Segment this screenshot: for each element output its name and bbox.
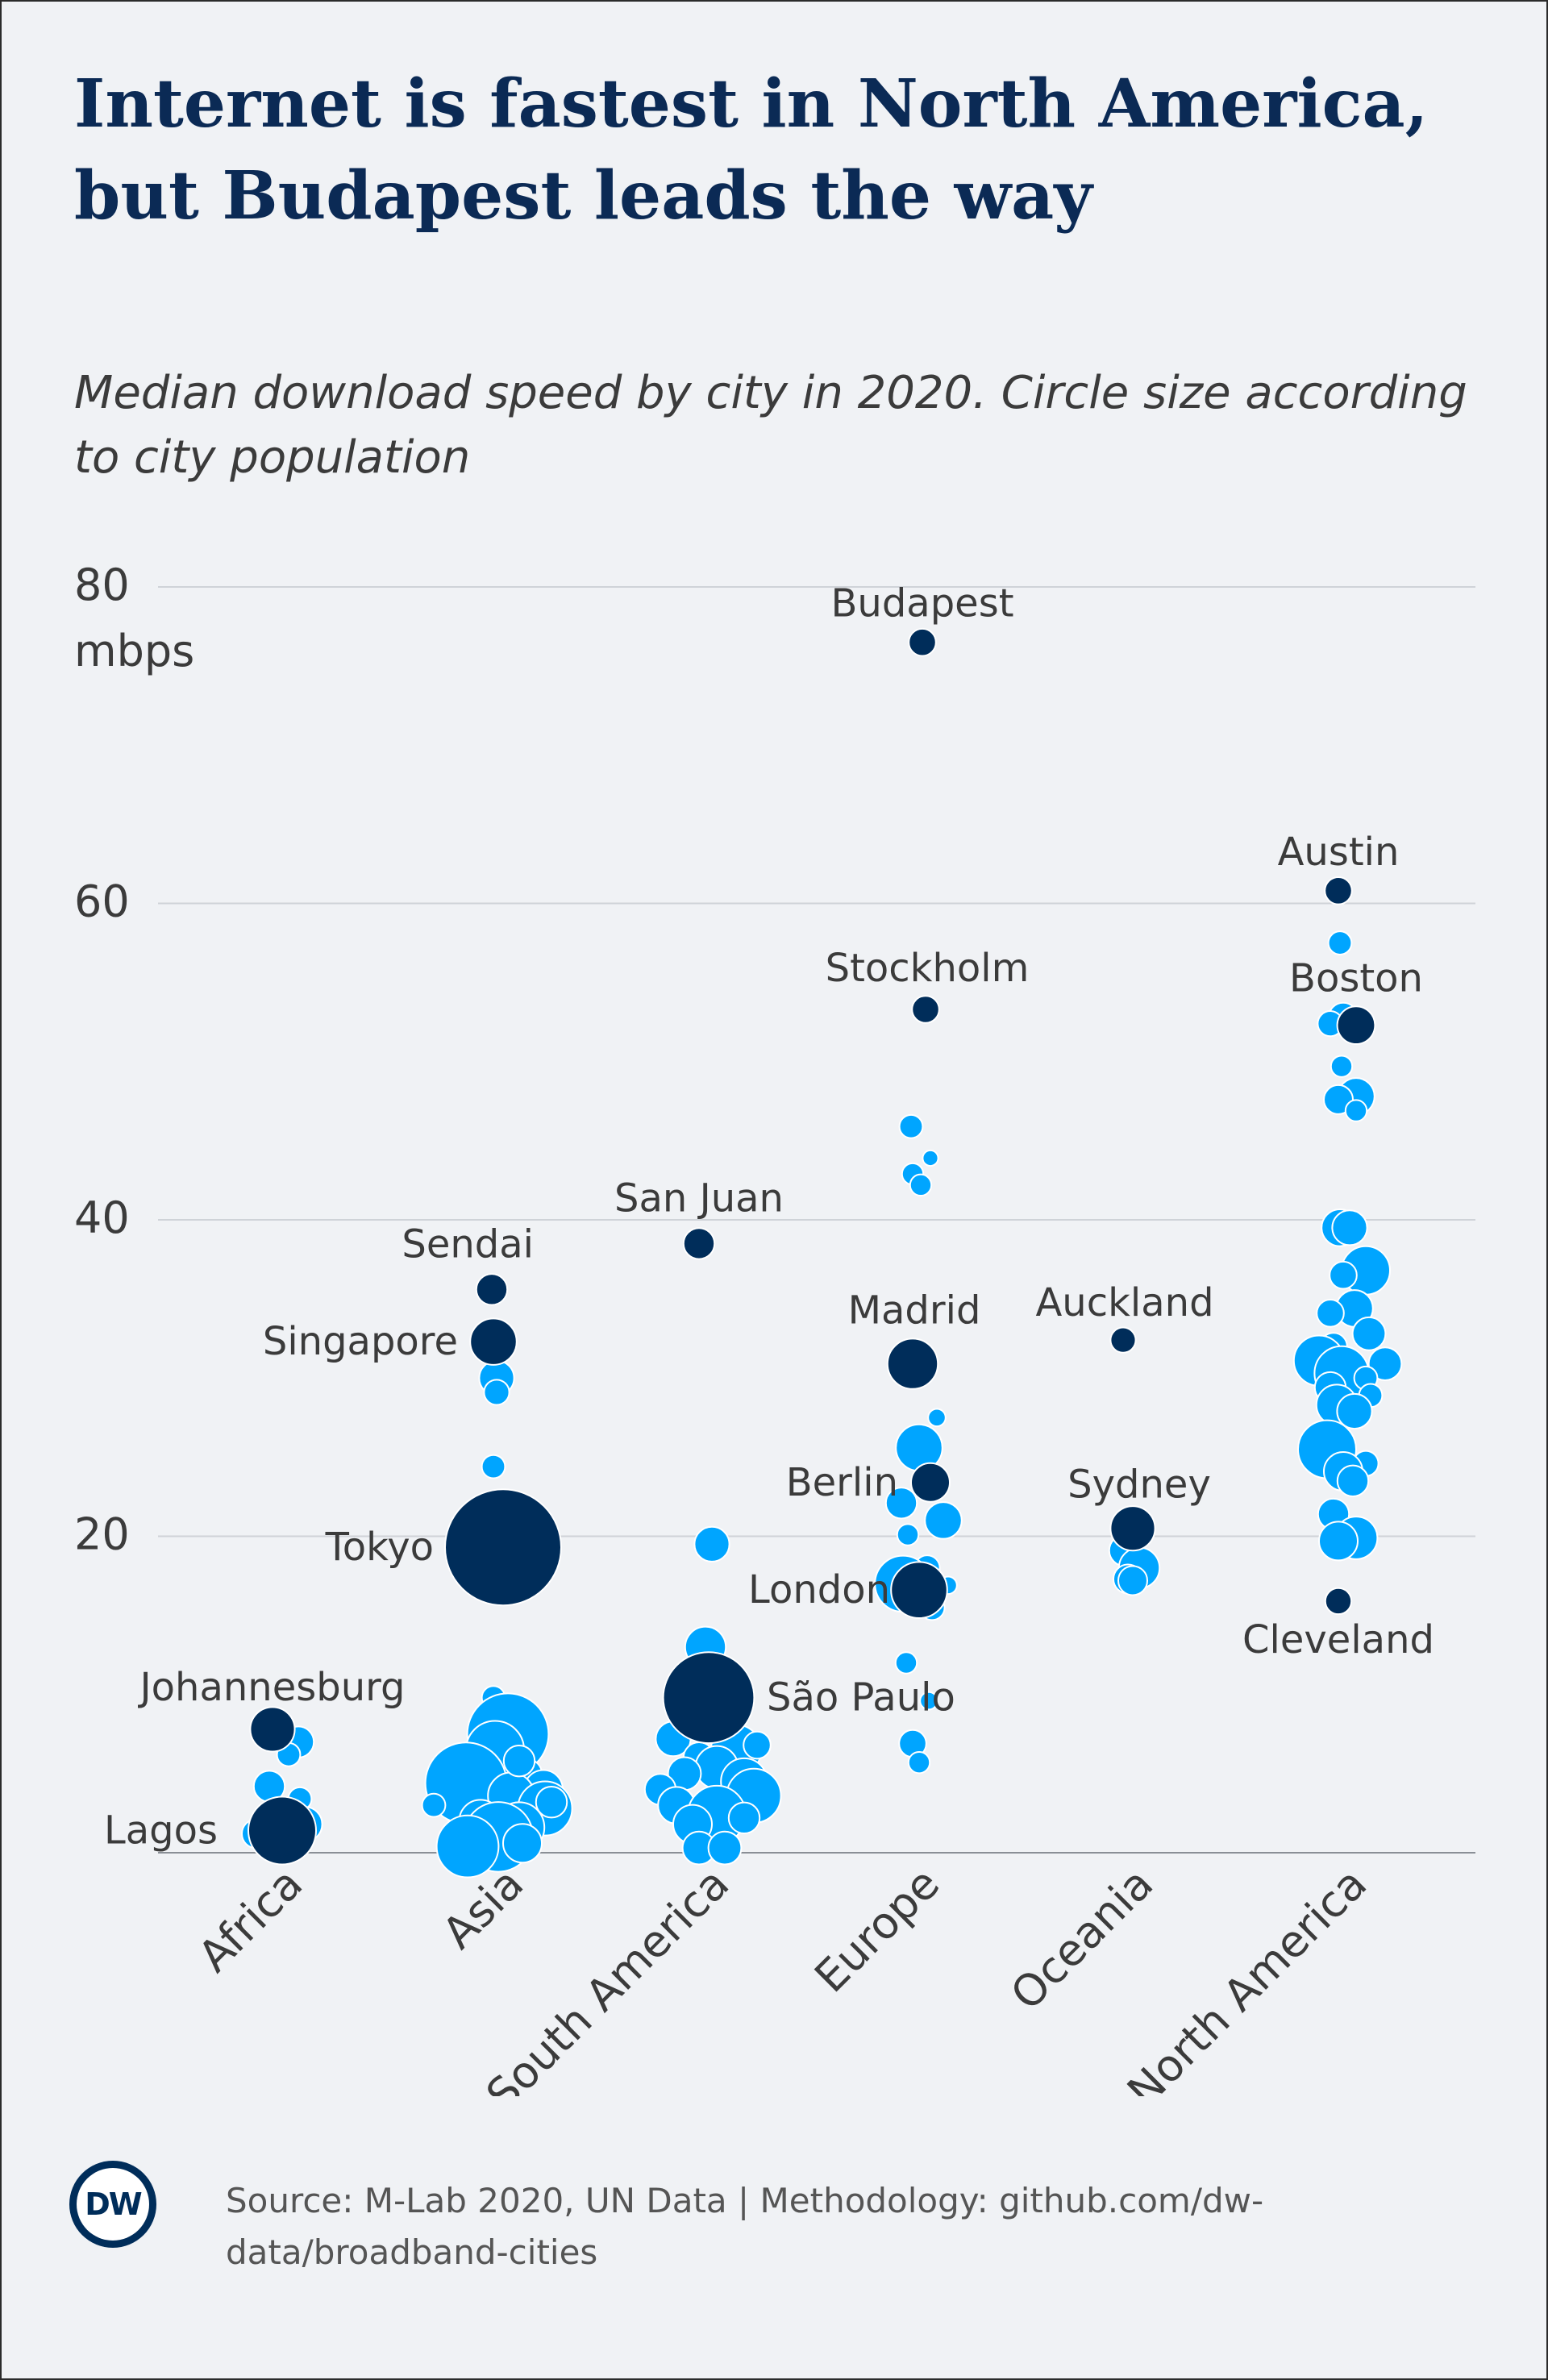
category-label-europe: Europe	[805, 1858, 949, 2003]
label-madrid: Madrid	[848, 1288, 981, 1334]
point-sydney	[1109, 1505, 1156, 1552]
city-labels: Budapest Austin Boston Stockholm San Juan Sen…	[104, 581, 1434, 1854]
point-lagos	[248, 1795, 317, 1866]
point-europe-1	[922, 1149, 939, 1167]
point-budapest	[908, 627, 937, 657]
point-asia-12	[421, 1792, 447, 1818]
point-north-america-26	[1336, 1464, 1370, 1498]
point-europe-16	[907, 1750, 931, 1775]
point-north-america-13	[1351, 1316, 1387, 1351]
point-johannesburg	[249, 1706, 296, 1753]
label-sao-paulo: São Paulo	[767, 1675, 955, 1721]
other-city-points	[241, 930, 1403, 1879]
label-singapore: Singapore	[263, 1319, 458, 1364]
label-austin: Austin	[1278, 830, 1400, 875]
point-europe-13	[894, 1651, 918, 1675]
point-tokyo	[444, 1488, 562, 1607]
point-north-america-6	[1344, 1099, 1368, 1122]
y-unit-label: mbps	[74, 626, 194, 676]
point-stockholm	[911, 995, 940, 1024]
point-auckland	[1109, 1326, 1137, 1354]
point-asia-2	[481, 1454, 506, 1479]
chart-title: Internet is fastest in North America, bu…	[74, 65, 1429, 235]
labeled-city-points	[248, 627, 1376, 1866]
logo-text: DW	[85, 2187, 142, 2222]
point-south-america-0	[693, 1525, 730, 1562]
point-south-america-17	[743, 1730, 772, 1760]
point-europe-3	[909, 1173, 933, 1197]
point-asia-16	[502, 1823, 543, 1864]
point-north-america-0	[1327, 930, 1353, 955]
label-sydney: Sydney	[1067, 1463, 1211, 1508]
point-asia-1	[483, 1379, 510, 1406]
label-budapest: Budapest	[830, 581, 1013, 626]
point-north-america-3	[1330, 1055, 1354, 1078]
point-north-america-22	[1336, 1392, 1373, 1430]
point-sao-paulo	[662, 1651, 755, 1745]
label-tokyo: Tokyo	[325, 1525, 434, 1570]
point-berlin	[910, 1462, 951, 1503]
point-north-america-16	[1367, 1346, 1403, 1381]
point-cleveland	[1324, 1587, 1353, 1616]
label-auckland: Auckland	[1035, 1280, 1213, 1325]
label-johannesburg: Johannesburg	[138, 1665, 406, 1710]
label-london: London	[748, 1567, 890, 1612]
y-axis: 20 40 60 80 mbps	[74, 560, 194, 1560]
label-san-juan: San Juan	[614, 1175, 784, 1221]
dw-logo: DW	[69, 2161, 156, 2248]
label-stockholm: Stockholm	[826, 946, 1030, 991]
point-north-america-8	[1331, 1209, 1368, 1246]
scatter-chart: 20 40 60 80 mbps Budapest Austin Boston Stockho…	[74, 560, 1475, 2096]
y-tick-label-80: 80	[74, 560, 130, 610]
point-oceania-3	[1117, 1565, 1148, 1596]
y-tick-label-40: 40	[74, 1192, 130, 1243]
point-europe-4	[927, 1408, 947, 1428]
point-boston	[1336, 1005, 1376, 1046]
label-berlin: Berlin	[786, 1460, 898, 1505]
category-label-oceania: Oceania	[1001, 1858, 1163, 2020]
category-label-asia: Asia	[433, 1858, 534, 1959]
label-sendai: Sendai	[402, 1221, 534, 1267]
chart-subtitle: Median download speed by city in 2020. C…	[74, 367, 1467, 484]
point-sendai	[475, 1273, 509, 1306]
y-tick-label-60: 60	[74, 876, 130, 927]
point-europe-14	[919, 1691, 938, 1711]
point-asia-17	[435, 1814, 500, 1879]
point-europe-8	[896, 1523, 920, 1546]
point-north-america-29	[1318, 1521, 1359, 1562]
point-singapore	[469, 1317, 518, 1366]
point-europe-7	[924, 1501, 963, 1540]
point-san-juan	[682, 1227, 716, 1260]
label-boston: Boston	[1289, 956, 1423, 1001]
point-europe-6	[884, 1487, 918, 1520]
point-south-america-16	[727, 1801, 761, 1835]
point-madrid	[886, 1338, 939, 1390]
point-asia-18	[535, 1786, 568, 1819]
point-austin	[1324, 876, 1353, 905]
point-north-america-10	[1329, 1260, 1358, 1290]
label-lagos: Lagos	[104, 1808, 218, 1854]
source-note: Source: M-Lab 2020, UN Data | Methodolog…	[226, 2181, 1264, 2272]
point-north-america-12	[1316, 1298, 1345, 1328]
point-asia-19	[502, 1744, 536, 1778]
category-label-africa: Africa	[189, 1858, 312, 1982]
point-europe-0	[898, 1113, 924, 1139]
label-cleveland: Cleveland	[1242, 1617, 1434, 1662]
point-london	[890, 1561, 948, 1620]
y-tick-label-20: 20	[74, 1509, 130, 1560]
gridlines	[158, 586, 1475, 1854]
point-south-america-15	[707, 1830, 743, 1866]
